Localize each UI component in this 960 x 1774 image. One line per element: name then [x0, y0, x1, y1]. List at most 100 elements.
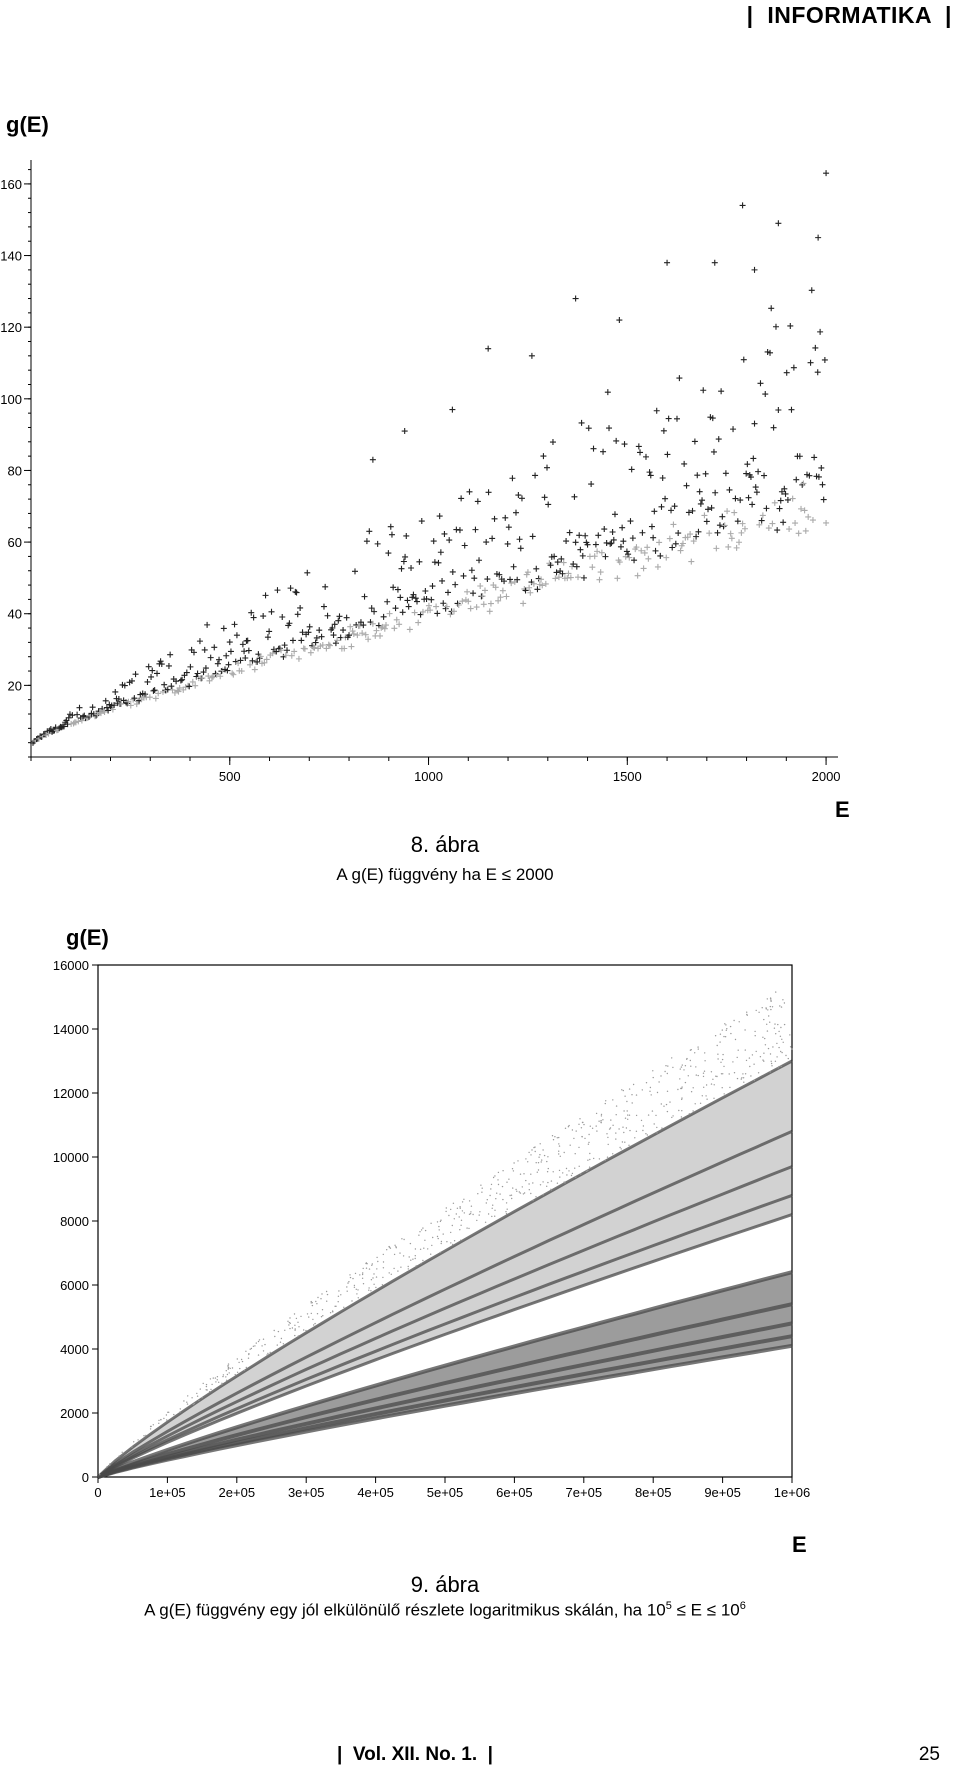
- fig9-data-point: [371, 1263, 373, 1265]
- fig8-data-point: [711, 259, 718, 266]
- fig9-data-point: [667, 1065, 669, 1067]
- fig8-data-point: [479, 593, 486, 600]
- fig8-data-point: [224, 667, 231, 674]
- fig9-data-point: [705, 1084, 708, 1086]
- fig8-data-point: [815, 473, 822, 480]
- fig9-data-point: [672, 1066, 674, 1069]
- fig9-data-point: [581, 1121, 584, 1124]
- fig8-data-point: [611, 511, 618, 518]
- fig8-data-point: [343, 614, 350, 621]
- fig9-data-point: [521, 1186, 523, 1188]
- fig8-data-point: [204, 621, 211, 628]
- fig8-data-point: [497, 594, 504, 601]
- fig8-data-point: [647, 472, 654, 479]
- fig8-data-point: [201, 646, 208, 653]
- fig9-data-point: [620, 1148, 622, 1150]
- fig9-data-point: [660, 1075, 662, 1077]
- fig9-data-point: [759, 1056, 762, 1058]
- fig8-data-point: [347, 623, 354, 630]
- fig9-data-point: [495, 1198, 497, 1200]
- fig9-data-point: [558, 1150, 560, 1152]
- fig9-data-point: [463, 1212, 465, 1214]
- fig9-data-point: [298, 1326, 300, 1328]
- fig9-data-point: [666, 1090, 669, 1092]
- fig9-data-point: [501, 1185, 504, 1188]
- fig9-data-point: [758, 1011, 760, 1013]
- fig9-data-point: [606, 1133, 608, 1135]
- fig8-data-point: [373, 627, 380, 634]
- fig8-data-point: [606, 425, 613, 432]
- fig9-x-tick-label: 6e+05: [496, 1485, 533, 1500]
- fig8-data-point: [262, 592, 269, 599]
- fig9-data-point: [569, 1144, 571, 1146]
- fig9-data-point: [191, 1397, 193, 1399]
- fig9-data-point: [666, 1072, 668, 1075]
- fig9-data-point: [579, 1118, 581, 1120]
- fig8-data-point: [597, 569, 604, 576]
- fig9-data-point: [349, 1276, 352, 1279]
- fig9-data-point: [679, 1078, 681, 1080]
- fig9-data-point: [137, 1439, 139, 1441]
- fig9-data-point: [770, 1062, 773, 1065]
- fig8-data-point: [237, 657, 244, 664]
- fig9-data-point: [373, 1273, 375, 1275]
- fig8-data-point: [802, 527, 809, 534]
- fig9-data-point: [248, 1353, 250, 1355]
- fig8-data-point: [418, 518, 425, 525]
- fig8-x-axis-label: E: [835, 797, 850, 822]
- fig8-data-point: [540, 453, 547, 460]
- fig9-data-point: [261, 1345, 263, 1347]
- fig9-data-point: [273, 1329, 275, 1332]
- fig9-data-point: [631, 1102, 633, 1104]
- fig9-data-point: [649, 1086, 652, 1089]
- fig8-data-point: [520, 600, 527, 607]
- fig9-data-point: [158, 1419, 160, 1422]
- fig8-data-point: [427, 607, 434, 614]
- fig9-data-point: [310, 1302, 312, 1304]
- fig8-data-point: [121, 682, 128, 689]
- fig8-data-point: [730, 426, 737, 433]
- fig9-data-point: [559, 1155, 561, 1157]
- fig9-data-point: [423, 1247, 425, 1249]
- fig9-data-point: [665, 1103, 668, 1106]
- fig8-data-point: [78, 717, 85, 724]
- fig8-data-point: [481, 587, 488, 594]
- fig9-data-point: [645, 1133, 647, 1135]
- fig9-data-point: [781, 1038, 783, 1040]
- fig9-data-point: [615, 1105, 618, 1107]
- fig9-data-point: [694, 1052, 696, 1054]
- fig8-data-point: [776, 505, 783, 512]
- fig9-data-point: [552, 1139, 555, 1141]
- fig9-data-point: [229, 1367, 231, 1370]
- fig9-data-point: [370, 1279, 373, 1281]
- fig9-data-point: [397, 1270, 399, 1272]
- fig8-data-point: [694, 472, 701, 479]
- fig9-data-point: [294, 1334, 296, 1337]
- fig9-data-point: [588, 1166, 591, 1168]
- fig8-data-point: [545, 501, 552, 508]
- fig8-data-point: [325, 641, 332, 648]
- fig9-data-point: [627, 1114, 629, 1116]
- fig9-data-point: [241, 1360, 244, 1363]
- fig9-data-point: [778, 1065, 780, 1068]
- fig8-data-point: [465, 598, 472, 605]
- fig8-data-point: [642, 453, 649, 460]
- fig8-data-point: [783, 369, 790, 376]
- fig9-data-point: [631, 1094, 633, 1096]
- fig9-data-point: [470, 1211, 472, 1213]
- fig8-data-point: [714, 529, 721, 536]
- fig8-data-point: [261, 659, 268, 666]
- fig9-data-point: [326, 1300, 328, 1302]
- fig9-data-point: [238, 1361, 240, 1364]
- fig8-data-point: [289, 637, 296, 644]
- fig8-data-point: [248, 609, 255, 616]
- fig9-data-point: [412, 1258, 414, 1260]
- fig9-data-point: [578, 1123, 580, 1125]
- fig9-data-point: [468, 1227, 470, 1230]
- fig8-data-point: [758, 517, 765, 524]
- fig8-data-point: [415, 619, 422, 626]
- fig8-data-point: [436, 513, 443, 520]
- fig9-data-point: [571, 1172, 574, 1175]
- fig9-data-point: [612, 1153, 614, 1155]
- fig9-data-point: [525, 1179, 527, 1182]
